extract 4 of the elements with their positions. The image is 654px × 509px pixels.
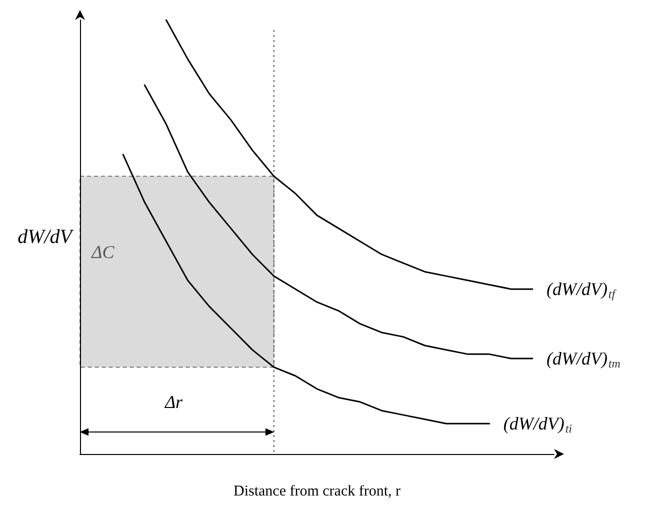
annotation: Δr	[164, 392, 183, 413]
x-axis-title: Distance from crack front, r	[233, 484, 401, 500]
y-axis-title: dW/dV	[18, 226, 75, 248]
band-label: ΔC	[90, 242, 116, 262]
